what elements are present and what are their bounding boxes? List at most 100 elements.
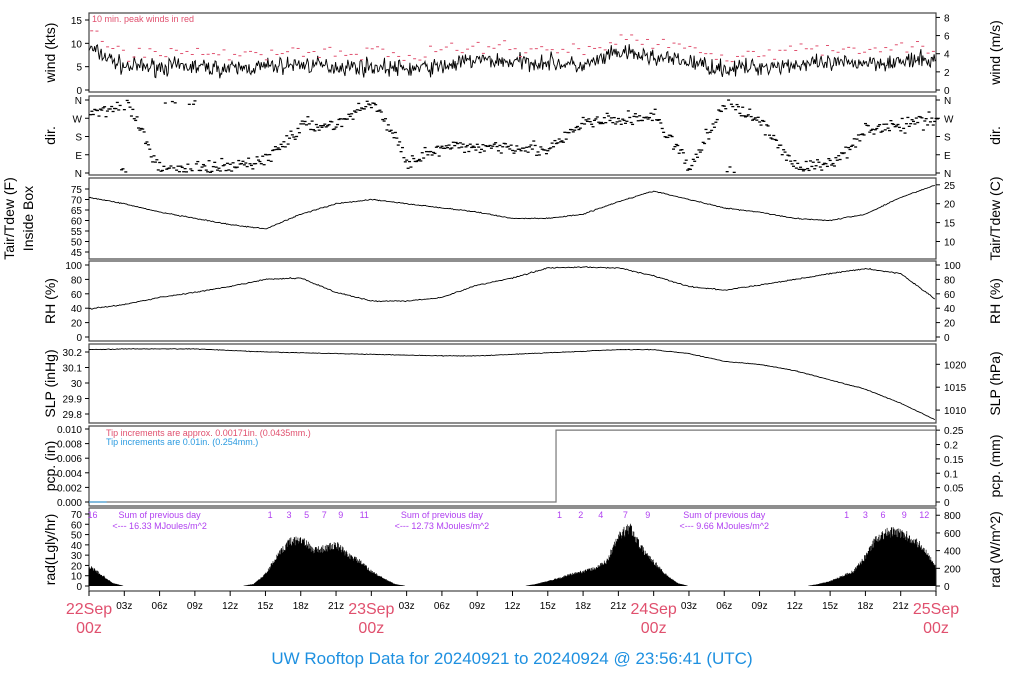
y-right-tick-label: 0 bbox=[944, 333, 950, 344]
y-tick-label: 5 bbox=[76, 63, 82, 74]
rad-hour-label: 9 bbox=[645, 510, 650, 520]
y-tick-label: 10 bbox=[71, 572, 83, 583]
y-tick-label: 50 bbox=[71, 531, 83, 542]
rad-hour-label: 1 bbox=[268, 510, 273, 520]
x-tick-label: 21z bbox=[610, 601, 626, 612]
panel-frame-pcp bbox=[88, 425, 937, 507]
y-right-tick-label: 0.1 bbox=[944, 469, 958, 480]
direction-points bbox=[89, 99, 939, 174]
x-tick-label: 03z bbox=[116, 601, 132, 612]
y-right-tick-label: 15 bbox=[944, 219, 956, 230]
y-tick-label: 70 bbox=[71, 196, 83, 207]
y-axis-label: RH (%) bbox=[42, 278, 58, 324]
y-axis-label: rad(Lgly/hr) bbox=[42, 514, 58, 586]
y-tick-label: 0.000 bbox=[57, 498, 82, 509]
y-tick-label: 45 bbox=[71, 248, 83, 259]
x-tick-label: 18z bbox=[575, 601, 591, 612]
x-tick-label: 09z bbox=[187, 601, 203, 612]
y-right-tick-label: 0 bbox=[944, 498, 950, 509]
rad-sum-value: <--- 9.66 MJoules/m^2 bbox=[679, 521, 769, 531]
y-tick-label: 40 bbox=[71, 304, 83, 315]
x-tick-label: 18z bbox=[293, 601, 309, 612]
y-tick-label: 30.1 bbox=[63, 364, 83, 375]
x-date-label: 22Sep bbox=[66, 601, 112, 618]
y-right-tick-label: 20 bbox=[944, 319, 956, 330]
y-tick-label: N bbox=[75, 96, 82, 107]
wind-peaks bbox=[90, 30, 935, 63]
y-right-tick-label: N bbox=[944, 169, 951, 180]
y-tick-label: 60 bbox=[71, 520, 83, 531]
temperature-line bbox=[88, 184, 935, 230]
x-tick-label: 15z bbox=[540, 601, 556, 612]
x-date-label: 25Sep bbox=[913, 601, 959, 618]
rad-hour-label: 7 bbox=[623, 510, 628, 520]
rad-sum-value: <--- 16.33 MJoules/m^2 bbox=[112, 521, 207, 531]
y-right-tick-label: 0.2 bbox=[944, 441, 958, 452]
y-tick-label: 100 bbox=[65, 261, 82, 272]
y-tick-label: 40 bbox=[71, 541, 83, 552]
x-date-label: 23Sep bbox=[348, 601, 394, 618]
x-tick-label: 06z bbox=[434, 601, 450, 612]
y-right-tick-label: 25 bbox=[944, 181, 956, 192]
panel-frame-rh bbox=[88, 260, 937, 342]
rad-hour-label: 9 bbox=[338, 510, 343, 520]
y-tick-label: 29.9 bbox=[63, 395, 83, 406]
y-right-tick-label: 600 bbox=[944, 529, 961, 540]
y-right-tick-label: 400 bbox=[944, 547, 961, 558]
y-axis-label-right: Tair/Tdew (C) bbox=[987, 176, 1003, 260]
y-tick-label: 15 bbox=[71, 16, 83, 27]
y-axis-label-right: pcp. (mm) bbox=[987, 435, 1003, 498]
x-tick-label: 12z bbox=[787, 601, 803, 612]
panel-frame-dir bbox=[88, 95, 937, 176]
y-tick-label: W bbox=[73, 114, 83, 125]
y-tick-label: S bbox=[75, 133, 82, 144]
y-tick-label: E bbox=[75, 151, 82, 162]
panel-frame-slp bbox=[88, 343, 937, 424]
x-tick-label: 21z bbox=[893, 601, 909, 612]
rad-hour-label: 5 bbox=[304, 510, 309, 520]
panel-frame-radiation bbox=[88, 507, 937, 592]
y-tick-label: 75 bbox=[71, 185, 83, 196]
y-axis-label: dir. bbox=[42, 126, 58, 145]
y-right-tick-label: 0 bbox=[944, 86, 950, 97]
y-right-tick-label: 1020 bbox=[944, 360, 967, 371]
x-tick-label: 12z bbox=[504, 601, 520, 612]
x-date-hour: 00z bbox=[358, 620, 384, 637]
y-right-tick-label: 1010 bbox=[944, 406, 967, 417]
y-right-tick-label: E bbox=[944, 151, 951, 162]
rad-hour-label: 3 bbox=[286, 510, 291, 520]
rad-hour-label: 4 bbox=[598, 510, 603, 520]
x-tick-label: 21z bbox=[328, 601, 344, 612]
y-tick-label: 60 bbox=[71, 217, 83, 228]
y-tick-label: 60 bbox=[71, 290, 83, 301]
x-tick-label: 03z bbox=[399, 601, 415, 612]
x-date-hour: 00z bbox=[641, 620, 667, 637]
y-right-tick-label: 0.25 bbox=[944, 426, 964, 437]
y-tick-label: 0 bbox=[76, 333, 82, 344]
panel-frame-wind bbox=[88, 12, 937, 93]
y-axis-label-right: wind (m/s) bbox=[987, 20, 1003, 86]
y-right-tick-label: N bbox=[944, 96, 951, 107]
rad-hour-label: 1 bbox=[557, 510, 562, 520]
y-axis-label: wind (kts) bbox=[42, 23, 58, 84]
y-tick-label: 0.010 bbox=[57, 425, 82, 436]
rad-hour-label: 3 bbox=[863, 510, 868, 520]
chart-title: UW Rooftop Data for 20240921 to 20240924… bbox=[271, 649, 753, 668]
y-right-tick-label: 0 bbox=[944, 582, 950, 593]
x-date-hour: 00z bbox=[923, 620, 949, 637]
y-right-tick-label: 100 bbox=[944, 261, 961, 272]
y-tick-label: 30 bbox=[71, 379, 83, 390]
y-tick-label: 0 bbox=[76, 86, 82, 97]
rad-hour-label: 9 bbox=[902, 510, 907, 520]
y-tick-label: 70 bbox=[71, 510, 83, 521]
y-axis-label: pcp. (in) bbox=[42, 441, 58, 492]
rad-sum-label: Sum of previous day bbox=[401, 510, 484, 520]
x-tick-label: 18z bbox=[857, 601, 873, 612]
y-tick-label: 0.006 bbox=[57, 454, 82, 465]
x-tick-label: 15z bbox=[257, 601, 273, 612]
pcp-annotation-approx: Tip increments are approx. 0.00171in. (0… bbox=[106, 428, 311, 438]
y-right-tick-label: 8 bbox=[944, 13, 950, 24]
y-tick-label: N bbox=[75, 169, 82, 180]
y-right-tick-label: 4 bbox=[944, 50, 950, 61]
